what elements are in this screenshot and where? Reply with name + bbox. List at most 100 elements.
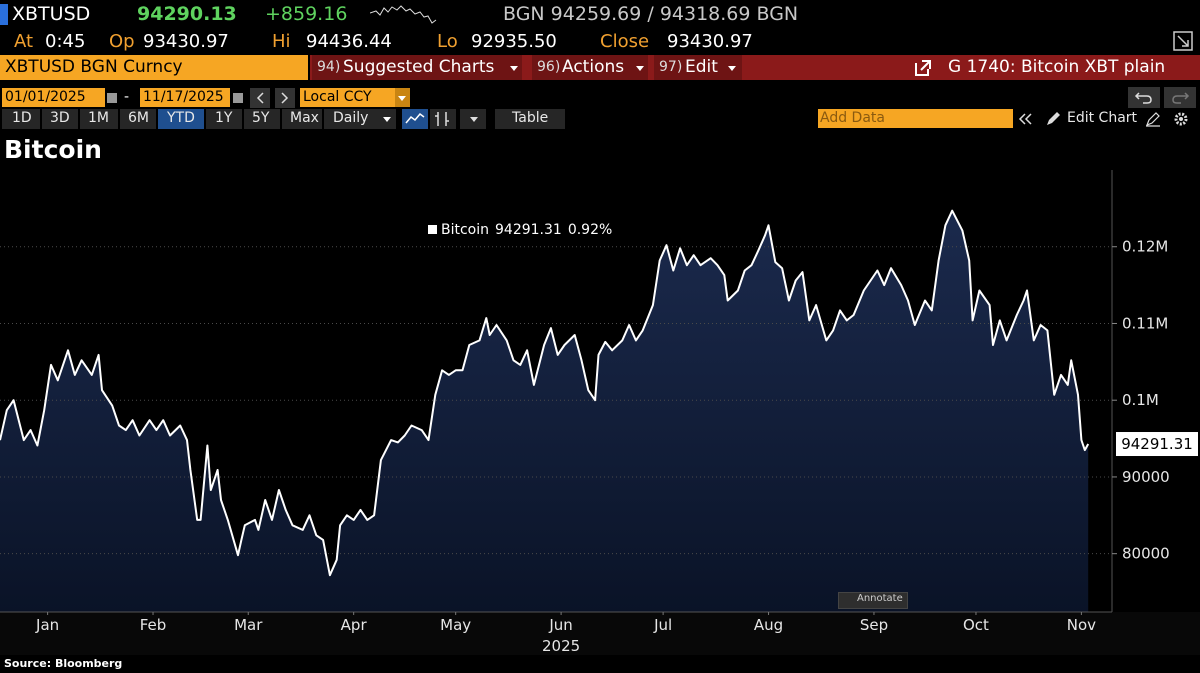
x-tick-label: Feb	[140, 616, 167, 634]
icon-arrow	[1177, 35, 1189, 47]
frequency: Daily	[333, 110, 369, 126]
price-change: +859.16	[265, 3, 348, 25]
frequency-button[interactable]	[324, 109, 396, 129]
dropdown-arrow	[510, 66, 518, 71]
stat-label: At	[14, 31, 34, 52]
area-fill	[0, 210, 1089, 612]
undo-button	[1128, 87, 1160, 108]
last-value-box	[1116, 432, 1198, 457]
sparkline-line	[370, 5, 437, 24]
x-tick-label: Sep	[860, 616, 888, 634]
range-label: 6M	[128, 110, 149, 126]
y-tick-label: 0.12M	[1122, 238, 1168, 256]
range-button[interactable]	[2, 109, 40, 129]
redo-glyph	[1172, 92, 1190, 104]
last-value-label: 94291.31	[1121, 435, 1193, 453]
range-button[interactable]	[244, 109, 280, 129]
range-button-selected[interactable]	[158, 109, 204, 129]
x-tick-label: May	[440, 616, 471, 634]
x-tick-label: Aug	[754, 616, 783, 634]
icon-body	[233, 93, 243, 103]
line-icon	[405, 112, 425, 124]
function-name: G 1740: Bitcoin XBT plain	[948, 57, 1166, 77]
dropdown-arrow	[470, 117, 478, 122]
range-label: 3D	[50, 110, 70, 126]
menu-key: 97)	[659, 59, 683, 75]
edit-icons[interactable]	[1016, 110, 1066, 128]
stat-value: 0:45	[45, 31, 86, 52]
stat-label: Lo	[437, 31, 458, 52]
redo-button	[1164, 87, 1196, 108]
range-label: YTD	[167, 110, 195, 126]
collapse-icon	[1018, 113, 1032, 125]
period-arrows[interactable]	[250, 88, 296, 108]
x-tick-label: Mar	[234, 616, 263, 634]
x-tick-label: Jun	[548, 616, 572, 634]
end-date-box[interactable]	[140, 88, 230, 107]
legend-name: Bitcoin	[441, 222, 489, 238]
currency-box[interactable]	[300, 88, 410, 107]
x-tick-label: Nov	[1067, 616, 1096, 634]
tooltip-box	[418, 216, 622, 244]
bid-ask-quote: BGN 94259.69 / 94318.69 BGN	[503, 3, 799, 25]
source: Source: Bloomberg	[4, 657, 123, 670]
settings-icons[interactable]	[1144, 110, 1198, 128]
icon-body	[107, 93, 117, 103]
stat-value: 94436.44	[306, 31, 392, 52]
table-button[interactable]	[495, 109, 565, 129]
add-data-input[interactable]	[818, 109, 1013, 128]
stat-label: Op	[109, 31, 135, 52]
icon-arrow	[915, 60, 931, 76]
sparkline	[370, 5, 437, 24]
end-date: 11/17/2025	[143, 89, 224, 105]
stat-value: 92935.50	[471, 31, 557, 52]
range-button[interactable]	[282, 109, 322, 129]
range-label: 1M	[88, 110, 109, 126]
expand-icon[interactable]	[1172, 30, 1196, 52]
x-tick-label: Apr	[341, 616, 368, 634]
undo-redo[interactable]	[1128, 87, 1198, 108]
start-date: 01/01/2025	[5, 89, 86, 105]
menu-item[interactable]	[532, 55, 648, 80]
y-tick-label: 90000	[1122, 468, 1170, 486]
arrow-button	[275, 88, 295, 108]
range-button[interactable]	[42, 109, 78, 129]
annotate-button[interactable]	[838, 592, 908, 609]
date-separator: -	[124, 89, 130, 105]
dropdown-arrow	[398, 96, 406, 101]
menu-item[interactable]	[654, 55, 742, 80]
gear-icon	[1174, 112, 1188, 126]
y-tick-label: 80000	[1122, 545, 1170, 563]
calendar-icon[interactable]	[106, 90, 118, 105]
tooltip-text: Bitcoin 94291.31 0.92%	[441, 222, 612, 238]
calendar-icon[interactable]	[232, 90, 244, 105]
security-box[interactable]	[0, 55, 308, 80]
range-button[interactable]	[206, 109, 242, 129]
gear-center	[1179, 117, 1183, 121]
icon-frame	[1173, 31, 1193, 51]
x-tick-label: Oct	[963, 616, 989, 634]
menu-label: Actions	[562, 57, 625, 77]
x-tick-label: Jul	[653, 616, 672, 634]
chart-style-icons[interactable]	[400, 109, 492, 129]
candle-style-button	[430, 109, 456, 129]
arrow-button	[250, 88, 270, 108]
undo-glyph	[1134, 92, 1152, 104]
stat-label: Close	[600, 31, 650, 52]
start-date-box[interactable]	[2, 88, 105, 107]
launch-icon[interactable]	[913, 58, 933, 78]
symbol: XBTUSD	[12, 3, 91, 25]
y-tick-label: 0.11M	[1122, 314, 1168, 332]
menu-item[interactable]	[312, 55, 522, 80]
menu-key: 96)	[537, 59, 561, 75]
last-price: 94290.13	[137, 3, 237, 25]
range-button[interactable]	[80, 109, 118, 129]
legend-swatch	[428, 225, 437, 234]
range-button[interactable]	[120, 109, 156, 129]
price-line	[0, 209, 1090, 577]
tooltip-change: 0.92%	[568, 222, 612, 238]
range-label: 5Y	[252, 110, 270, 126]
x-tick-label: Jan	[35, 616, 59, 634]
edit-chart[interactable]: Edit Chart	[1067, 110, 1138, 126]
